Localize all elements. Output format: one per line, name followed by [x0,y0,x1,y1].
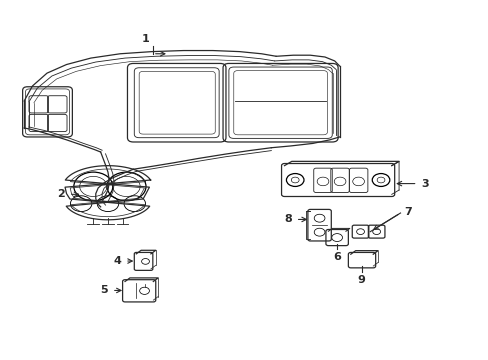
Text: 2: 2 [57,189,65,199]
Text: 5: 5 [100,285,108,296]
Text: 1: 1 [142,35,149,44]
Text: 4: 4 [113,256,121,266]
Text: 6: 6 [332,252,341,262]
Text: 3: 3 [420,179,428,189]
Text: 7: 7 [404,207,411,217]
Text: 9: 9 [357,275,365,285]
Text: 8: 8 [284,215,291,224]
